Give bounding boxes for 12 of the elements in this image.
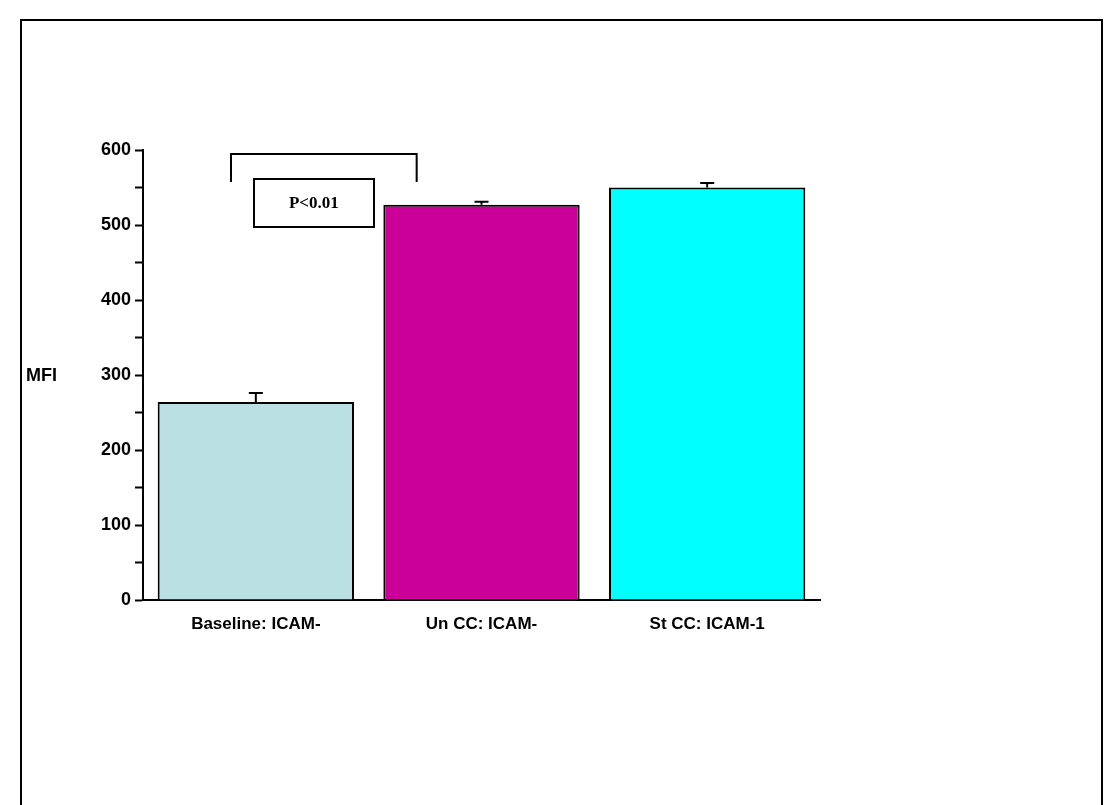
p-value-box: P<0.01 [252,178,375,228]
x-tick-label: Baseline: ICAM- [191,613,321,633]
y-tick-label: 300 [100,363,131,384]
y-tick-label: 100 [100,513,131,534]
x-tick-label: Un CC: ICAM- [425,613,538,633]
y-tick-label: 0 [120,588,131,609]
y-tick-label: 600 [100,138,131,159]
y-tick-label: 400 [100,288,131,309]
y-tick-label: 200 [100,438,131,459]
x-tick-label: St CC: ICAM-1 [649,613,765,633]
y-tick-label: 500 [100,213,131,234]
y-axis-title: MFI [26,365,57,386]
